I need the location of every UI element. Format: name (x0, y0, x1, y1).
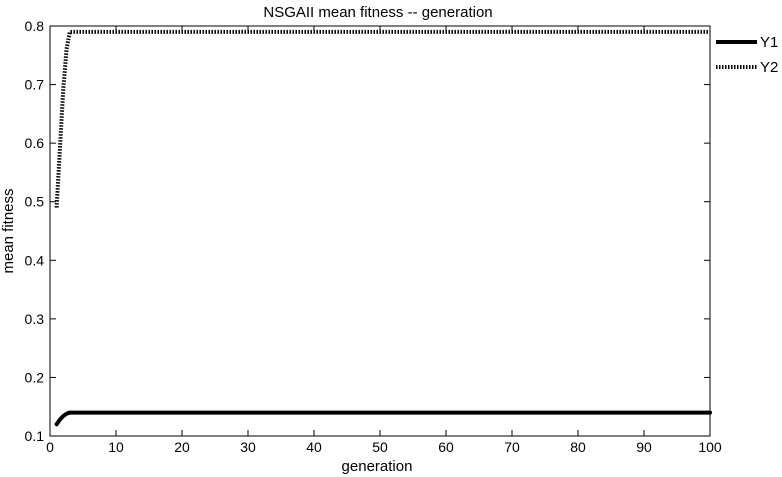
x-tick-label: 30 (240, 439, 256, 455)
series-line-y1 (54, 410, 712, 427)
y-tick-label: 0.4 (25, 252, 45, 268)
y-tick-label: 0.3 (25, 311, 45, 327)
legend-label-y2: Y2 (760, 59, 778, 76)
series-layer (54, 29, 712, 427)
x-tick-label: 90 (636, 439, 652, 455)
x-axis-label: generation (342, 458, 413, 475)
x-tick-label: 100 (698, 439, 722, 455)
y-axis-label: mean fitness (0, 188, 17, 273)
y-tick-label: 0.2 (25, 369, 45, 385)
chart-title: NSGAII mean fitness -- generation (263, 4, 492, 21)
x-tick-label: 40 (306, 439, 322, 455)
x-tick-label: 10 (108, 439, 124, 455)
x-tick-label: 0 (46, 439, 54, 455)
x-tick-label: 70 (504, 439, 520, 455)
y-tick-label: 0.6 (25, 135, 45, 151)
x-axis: 0 10 20 30 40 50 60 70 80 90 100 (46, 26, 722, 455)
x-tick-label: 60 (438, 439, 454, 455)
x-tick-label: 50 (372, 439, 388, 455)
plot-area (49, 25, 711, 437)
x-tick-label: 20 (174, 439, 190, 455)
y-tick-label: 0.7 (25, 77, 45, 93)
y-tick-label: 0.5 (25, 194, 45, 210)
x-tick-label: 80 (570, 439, 586, 455)
y-tick-label: 0.8 (25, 18, 45, 34)
y-axis: 0.1 0.2 0.3 0.4 0.5 0.6 0.7 0.8 (25, 18, 710, 444)
series-line-y2 (54, 29, 710, 208)
legend: Y1 Y2 (716, 34, 778, 76)
y-tick-label: 0.1 (25, 428, 45, 444)
legend-label-y1: Y1 (760, 34, 778, 51)
